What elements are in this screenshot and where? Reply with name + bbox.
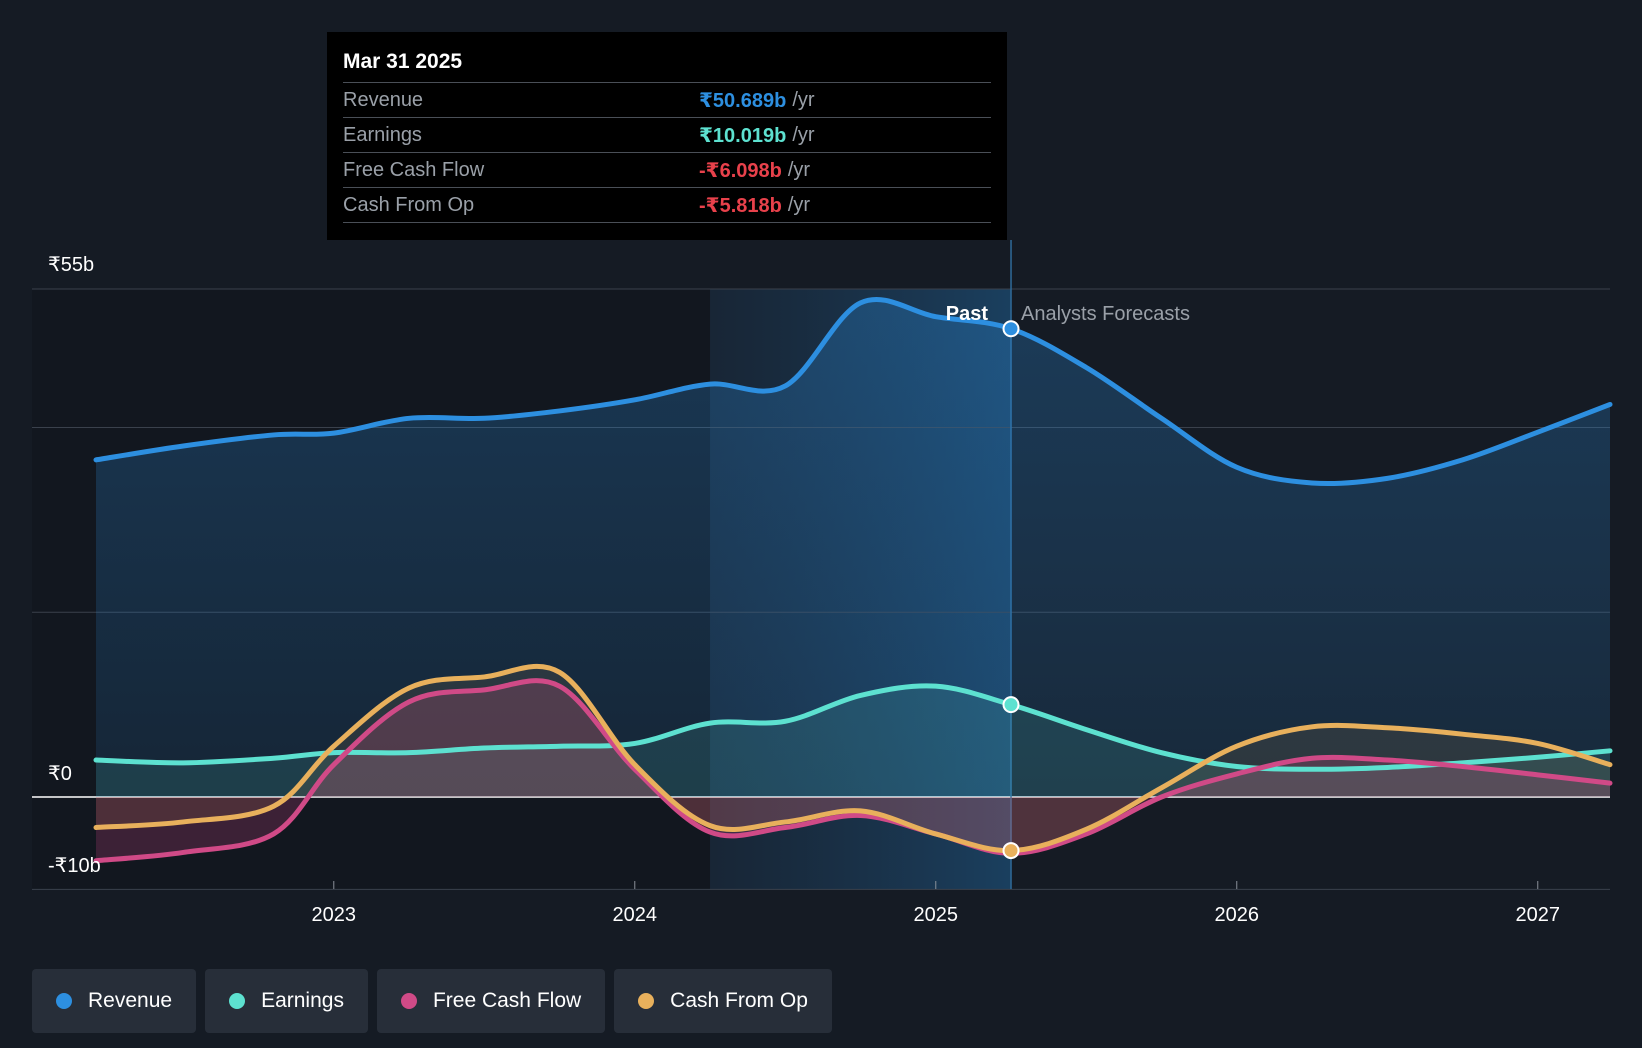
tooltip-row: Free Cash Flow -₹6.098b/yr (343, 152, 991, 187)
y-label-zero: ₹0 (48, 763, 72, 785)
x-tick-label: 2026 (1215, 904, 1260, 926)
legend-dot-icon (638, 993, 655, 1009)
x-tick-label: 2027 (1516, 904, 1561, 926)
tooltip-row-label: Revenue (343, 88, 424, 111)
cash-from-op-marker (1002, 842, 1020, 860)
x-tick-label: 2025 (914, 904, 959, 926)
legend-dot-icon (229, 993, 246, 1009)
revenue-marker (1002, 320, 1020, 338)
legend-item-earnings[interactable]: Earnings (205, 969, 368, 1033)
free-cash-flow-area (96, 680, 1610, 861)
tooltip-row-unit: /yr (792, 88, 815, 111)
cash-from-op-line (93, 663, 1613, 854)
tooltip-row: Earnings ₹10.019b/yr (343, 117, 991, 152)
legend: Revenue Earnings Free Cash Flow Cash From O… (32, 969, 832, 1033)
earnings-marker (1002, 696, 1020, 714)
tooltip-row-value: -₹6.098b (699, 159, 782, 182)
tooltip-row-value: ₹10.019b (699, 124, 787, 147)
tooltip-row-unit: /yr (792, 123, 815, 146)
tooltip-date: Mar 31 2025 (343, 50, 463, 73)
tooltip-row-value: ₹50.689b (699, 89, 787, 112)
cash-from-op-area (96, 666, 1610, 851)
y-label-max: ₹55b (48, 254, 94, 276)
forecast-label: Analysts Forecasts (1021, 303, 1190, 325)
legend-item-free-cash-flow[interactable]: Free Cash Flow (376, 969, 606, 1033)
revenue-area (96, 299, 1610, 797)
past-label: Past (946, 303, 989, 325)
free-cash-flow-line (93, 678, 1613, 864)
revenue-line (93, 296, 1613, 487)
tooltip-row: Cash From Op -₹5.818b/yr (343, 187, 991, 223)
x-tick-label: 2024 (613, 904, 658, 926)
legend-dot-icon (56, 993, 72, 1009)
legend-label: Free Cash Flow (432, 989, 582, 1012)
tooltip-row-unit: /yr (787, 193, 811, 216)
tooltip-row-unit: /yr (787, 158, 811, 181)
legend-label: Cash From Op (670, 989, 808, 1012)
tooltip-row-label: Cash From Op (343, 193, 475, 216)
tooltip-row-label: Earnings (343, 123, 422, 146)
tooltip-row-label: Free Cash Flow (343, 158, 485, 181)
tooltip: Mar 31 2025 Revenue ₹50.689b/yr Earnings ₹1… (327, 32, 1007, 240)
x-tick-label: 2023 (312, 904, 357, 926)
legend-label: Earnings (261, 989, 344, 1012)
tooltip-row: Revenue ₹50.689b/yr (343, 82, 991, 117)
legend-dot-icon (400, 993, 417, 1009)
y-label-min: -₹10b (48, 855, 101, 877)
tooltip-row-value: -₹5.818b (699, 194, 782, 217)
legend-item-cash-from-op[interactable]: Cash From Op (614, 969, 832, 1033)
legend-item-revenue[interactable]: Revenue (32, 969, 197, 1033)
legend-label: Revenue (88, 989, 173, 1012)
chart: ₹55b ₹0 -₹10b Past Analysts Forecasts 20… (32, 240, 1613, 926)
earnings-area (96, 685, 1610, 797)
